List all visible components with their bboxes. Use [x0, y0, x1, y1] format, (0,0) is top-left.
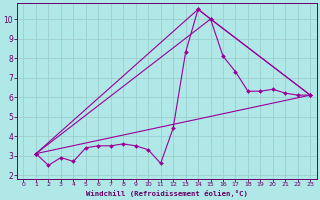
X-axis label: Windchill (Refroidissement éolien,°C): Windchill (Refroidissement éolien,°C): [86, 190, 248, 197]
